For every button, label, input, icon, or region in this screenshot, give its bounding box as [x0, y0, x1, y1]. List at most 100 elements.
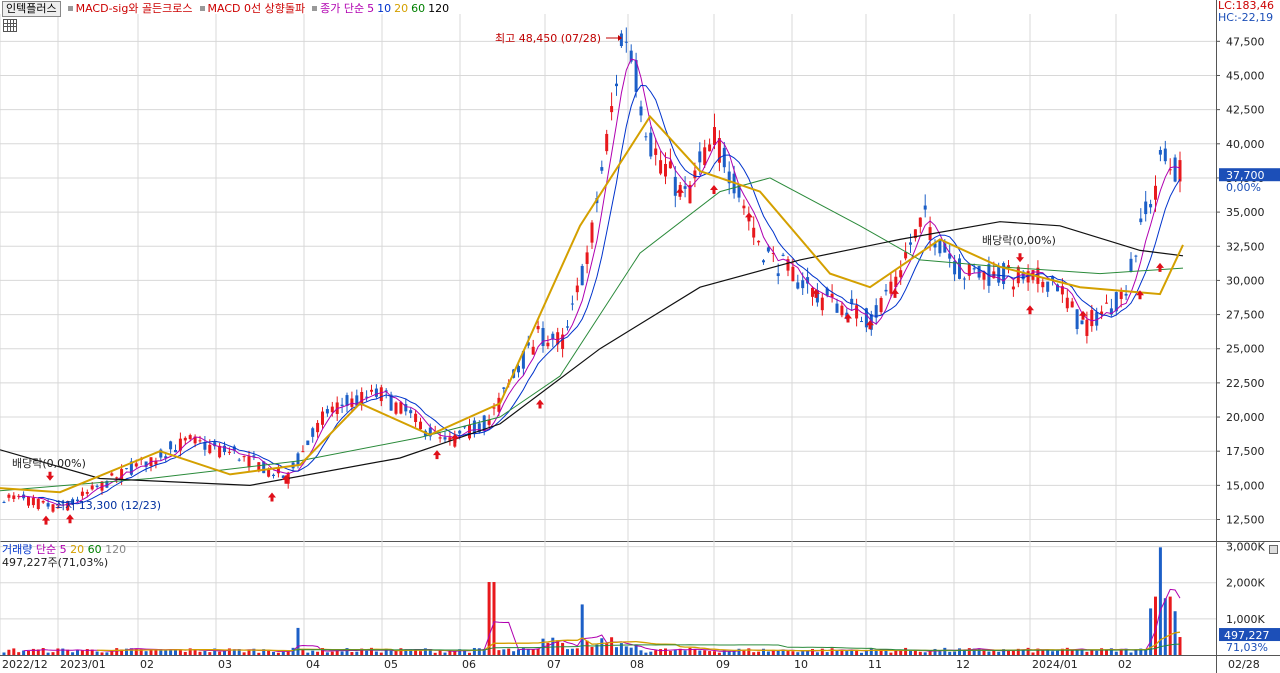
volume-bar [683, 650, 687, 655]
volume-bar [66, 649, 70, 655]
volume-bar [717, 652, 721, 655]
volume-bar [1065, 647, 1069, 655]
volume-bar [1119, 649, 1123, 655]
volume-bar [41, 648, 45, 655]
volume-bar [291, 647, 295, 655]
candle-body [654, 148, 658, 155]
volume-bar [1124, 648, 1128, 655]
collapse-pane-button[interactable] [1269, 545, 1278, 554]
volume-legend-label[interactable]: 거래량 [2, 543, 33, 556]
candle-body [1144, 201, 1148, 215]
candle-body [159, 449, 163, 458]
x-tick-label: 2022/12 [2, 658, 48, 671]
volume-bar [830, 648, 834, 655]
volume-bar [433, 652, 437, 655]
volume-bar [178, 649, 182, 655]
volume-bar [458, 649, 462, 655]
volume-bar [286, 650, 290, 655]
volume-legend-ma60[interactable]: 60 [87, 543, 102, 556]
volume-bar [556, 640, 560, 655]
volume-bar [517, 649, 520, 655]
volume-bar [149, 649, 153, 655]
candle-body [51, 504, 55, 512]
candle-body [1041, 281, 1045, 288]
legend-item-macd-sig[interactable]: MACD-sig와 골든크로스 [75, 2, 193, 15]
candle-body [27, 496, 30, 506]
candle-body [370, 389, 373, 392]
buy-signal-arrow-icon [268, 492, 276, 502]
volume-legend-ma120[interactable]: 120 [105, 543, 127, 556]
candle-body [786, 259, 790, 271]
volume-bar [428, 649, 432, 655]
volume-bar [757, 651, 761, 655]
candle-body [374, 388, 378, 397]
legend-item-macd-zero[interactable]: MACD 0선 상향돌파 [207, 2, 306, 15]
candle-body [590, 222, 594, 243]
candle-body [1105, 302, 1108, 304]
legend-item-ma5[interactable]: 5 [367, 2, 375, 15]
candle-body [208, 444, 212, 454]
volume-bar [27, 650, 30, 655]
volume-bar [497, 650, 501, 655]
volume-bar [492, 582, 496, 655]
volume-bar [958, 648, 961, 655]
candle-body [164, 456, 168, 459]
candle-body [1065, 297, 1069, 309]
volume-bar [1109, 648, 1113, 655]
price-tick-label: 20,000 [1226, 411, 1265, 424]
volume-bar [889, 652, 893, 655]
lc-hc-box: LC:183,46 HC:-22,19 [1218, 0, 1280, 24]
volume-tick-label: 3,000K [1226, 541, 1265, 554]
candle-body [933, 243, 937, 248]
volume-bar [634, 644, 638, 655]
candle-body [389, 394, 393, 411]
volume-bar [1016, 648, 1020, 655]
candle-body [419, 421, 422, 430]
table-view-icon[interactable] [3, 19, 17, 32]
volume-bar [502, 649, 506, 655]
volume-bar [311, 650, 315, 655]
stock-name-box[interactable]: 인텍플러스 [2, 1, 61, 17]
volume-bar [982, 650, 986, 655]
candle-body [428, 427, 432, 437]
price-tick-label: 12,500 [1226, 514, 1265, 527]
volume-bar [531, 649, 535, 655]
legend-item-ma-label[interactable]: 종가 단순 [320, 2, 365, 15]
volume-bar [188, 648, 192, 655]
legend-item-ma60[interactable]: 60 [411, 2, 426, 15]
legend-item-ma10[interactable]: 10 [377, 2, 392, 15]
candle-body [884, 289, 888, 292]
candle-body [580, 265, 584, 286]
volume-ma5-line [23, 588, 1181, 653]
legend-item-ma20[interactable]: 20 [394, 2, 409, 15]
candle-body [1026, 271, 1030, 283]
price-tick-label: 17,500 [1226, 445, 1265, 458]
x-tick-label: 10 [794, 658, 808, 671]
volume-bar [708, 651, 712, 655]
candle-body [801, 280, 805, 289]
candle-body [144, 461, 148, 467]
volume-bar [943, 647, 947, 655]
volume-bar [972, 648, 976, 655]
candle-body [825, 288, 829, 296]
candle-body [2, 501, 6, 503]
volume-bar [360, 648, 364, 655]
volume-bar [801, 650, 805, 655]
volume-bar [953, 651, 957, 655]
legend-square-icon [312, 6, 318, 11]
candle-body [659, 160, 663, 174]
candle-body [698, 151, 702, 163]
volume-legend-ma20[interactable]: 20 [70, 543, 85, 556]
volume-bar [443, 652, 447, 655]
current-price-tag [1219, 168, 1280, 182]
legend-item-ma120[interactable]: 120 [428, 2, 450, 15]
volume-legend-ma5[interactable]: 단순 5 [35, 543, 67, 556]
volume-bar [120, 649, 124, 655]
candle-body [953, 261, 957, 275]
candle-body [178, 438, 182, 451]
hc-value: HC:-22,19 [1218, 11, 1274, 24]
x-tick-label: 06 [462, 658, 476, 671]
candle-body [615, 83, 618, 87]
candle-body [673, 176, 677, 196]
